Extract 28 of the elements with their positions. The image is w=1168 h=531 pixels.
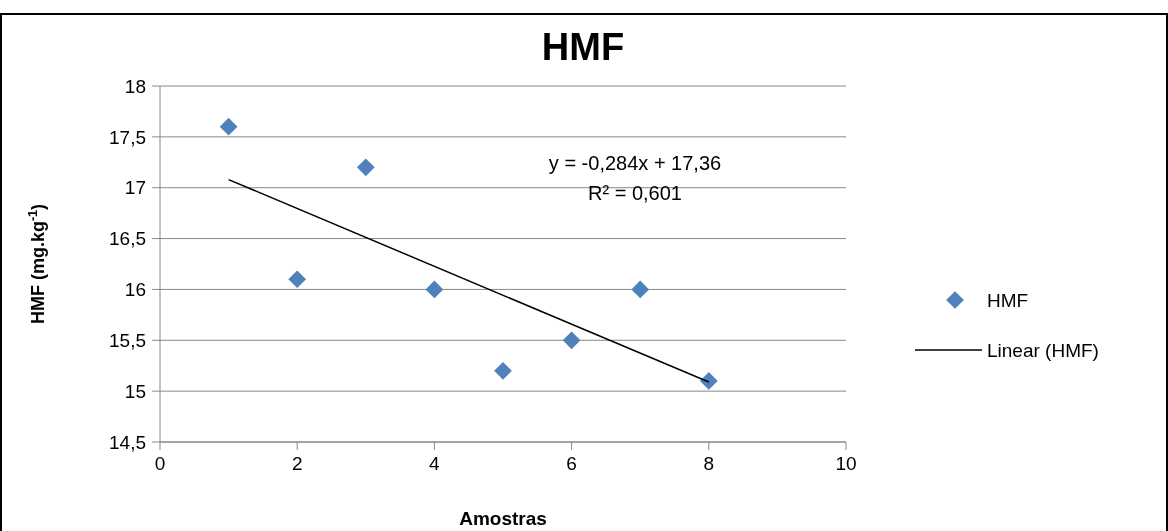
point [356,158,375,177]
y-tick-label: 17,5 [109,126,146,148]
x-axis-title: Amostras [459,508,547,529]
y-tick-label: 16 [124,279,146,301]
x-tick-label: 0 [154,453,166,474]
point [219,117,238,136]
y-tick-label: 18 [124,75,146,97]
point [494,361,512,380]
legend-label: HMF [987,289,1029,311]
point [631,280,650,299]
point [699,372,718,390]
y-tick-label: 15,5 [109,329,146,351]
y-tick-label: 14,5 [109,431,146,453]
x-tick-label: 6 [566,453,577,474]
point [425,280,444,299]
legend-label: Linear (HMF) [987,339,1099,361]
x-tick-label: 2 [291,453,303,474]
y-tick-label: 16,5 [109,228,146,250]
point [288,270,307,289]
annotation: y = -0,284x + 17,36 [548,152,722,174]
point [562,331,581,350]
y-tick-label: 15 [124,380,146,402]
chart-title: HMF [541,26,625,68]
annotation: R² = 0,601 [588,182,682,204]
x-tick-label: 4 [429,453,441,474]
y-tick-label: 17 [124,177,146,199]
x-tick-label: 10 [835,453,857,474]
x-tick-label: 8 [703,453,715,474]
